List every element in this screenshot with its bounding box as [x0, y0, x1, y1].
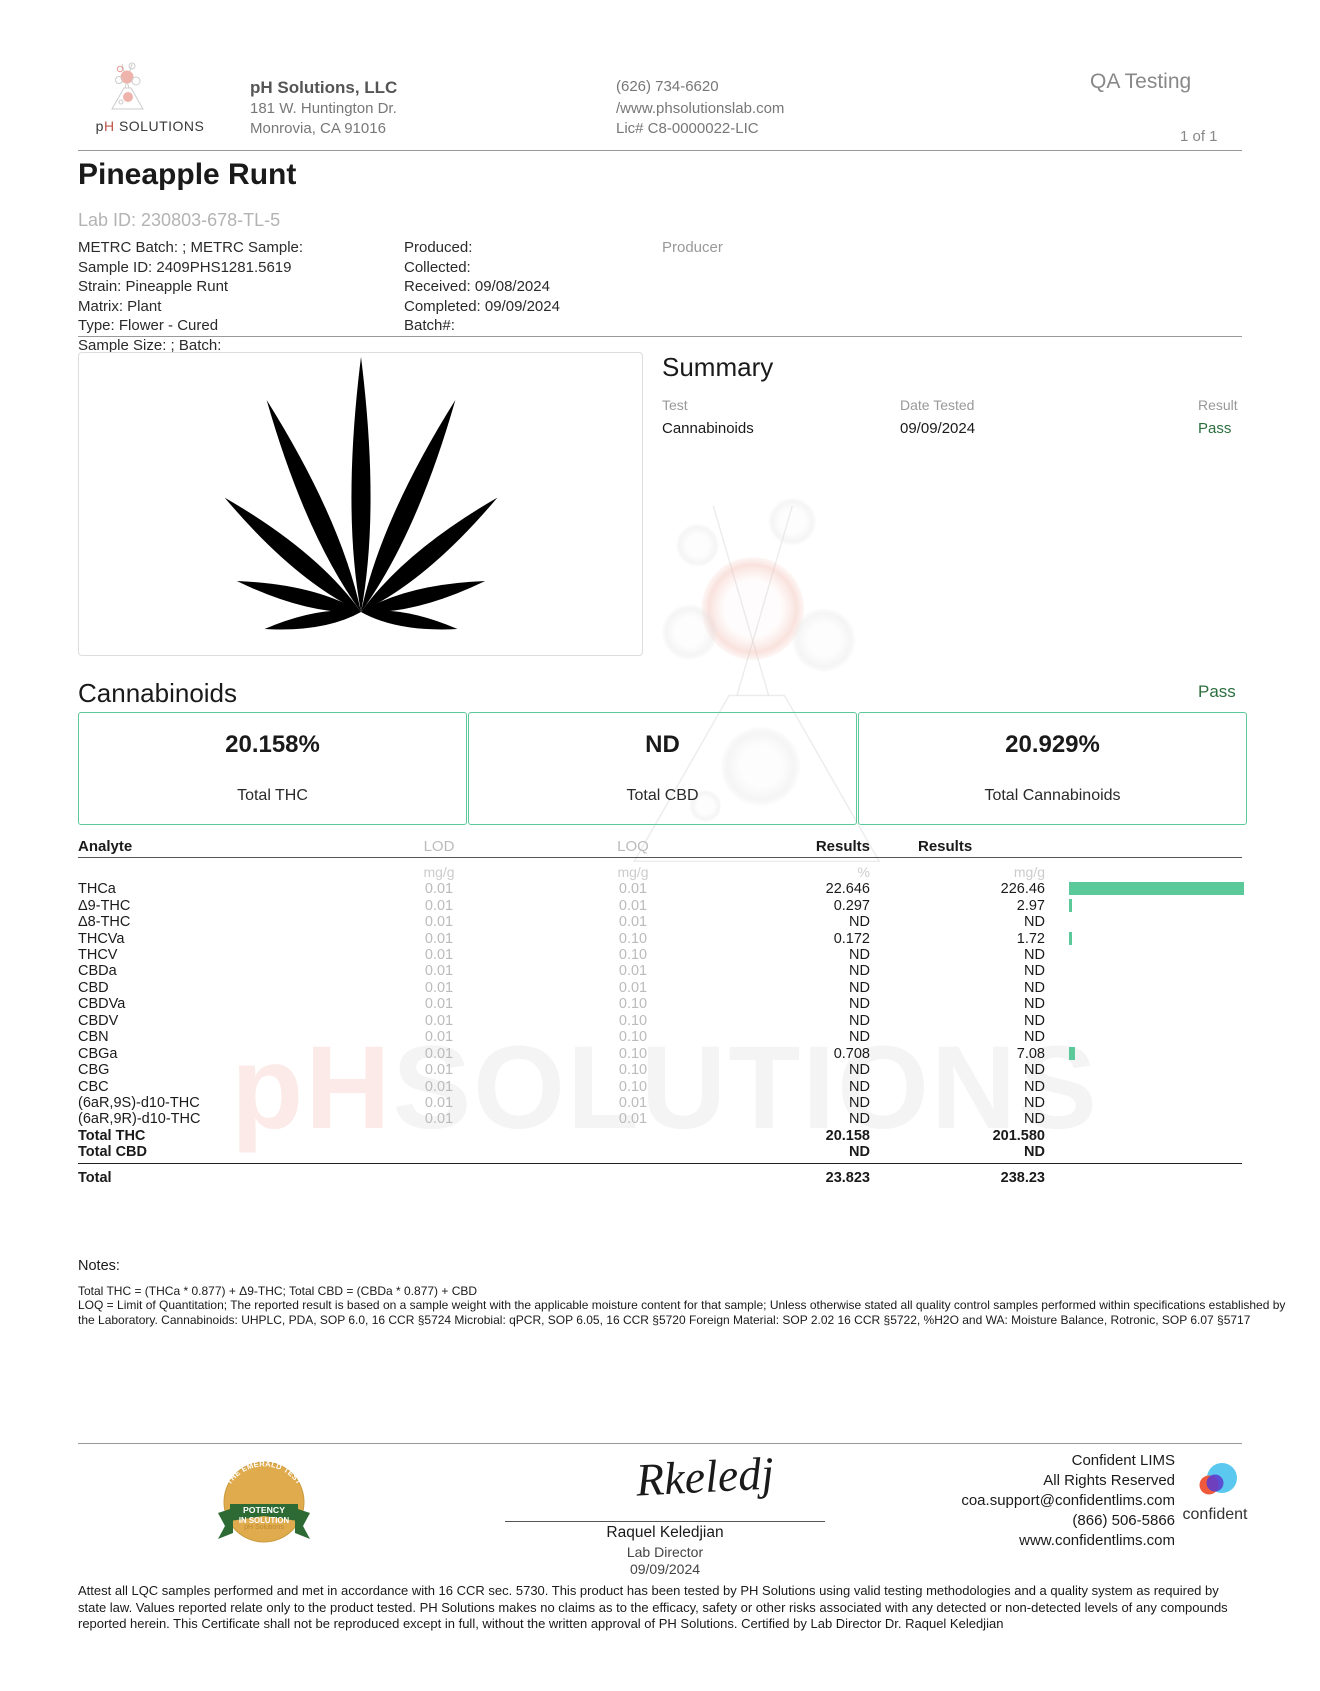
svg-text:IN SOLUTION: IN SOLUTION: [239, 1516, 290, 1525]
svg-text:pH Solutions: pH Solutions: [244, 1524, 284, 1531]
svg-text:POTENCY: POTENCY: [243, 1505, 285, 1515]
